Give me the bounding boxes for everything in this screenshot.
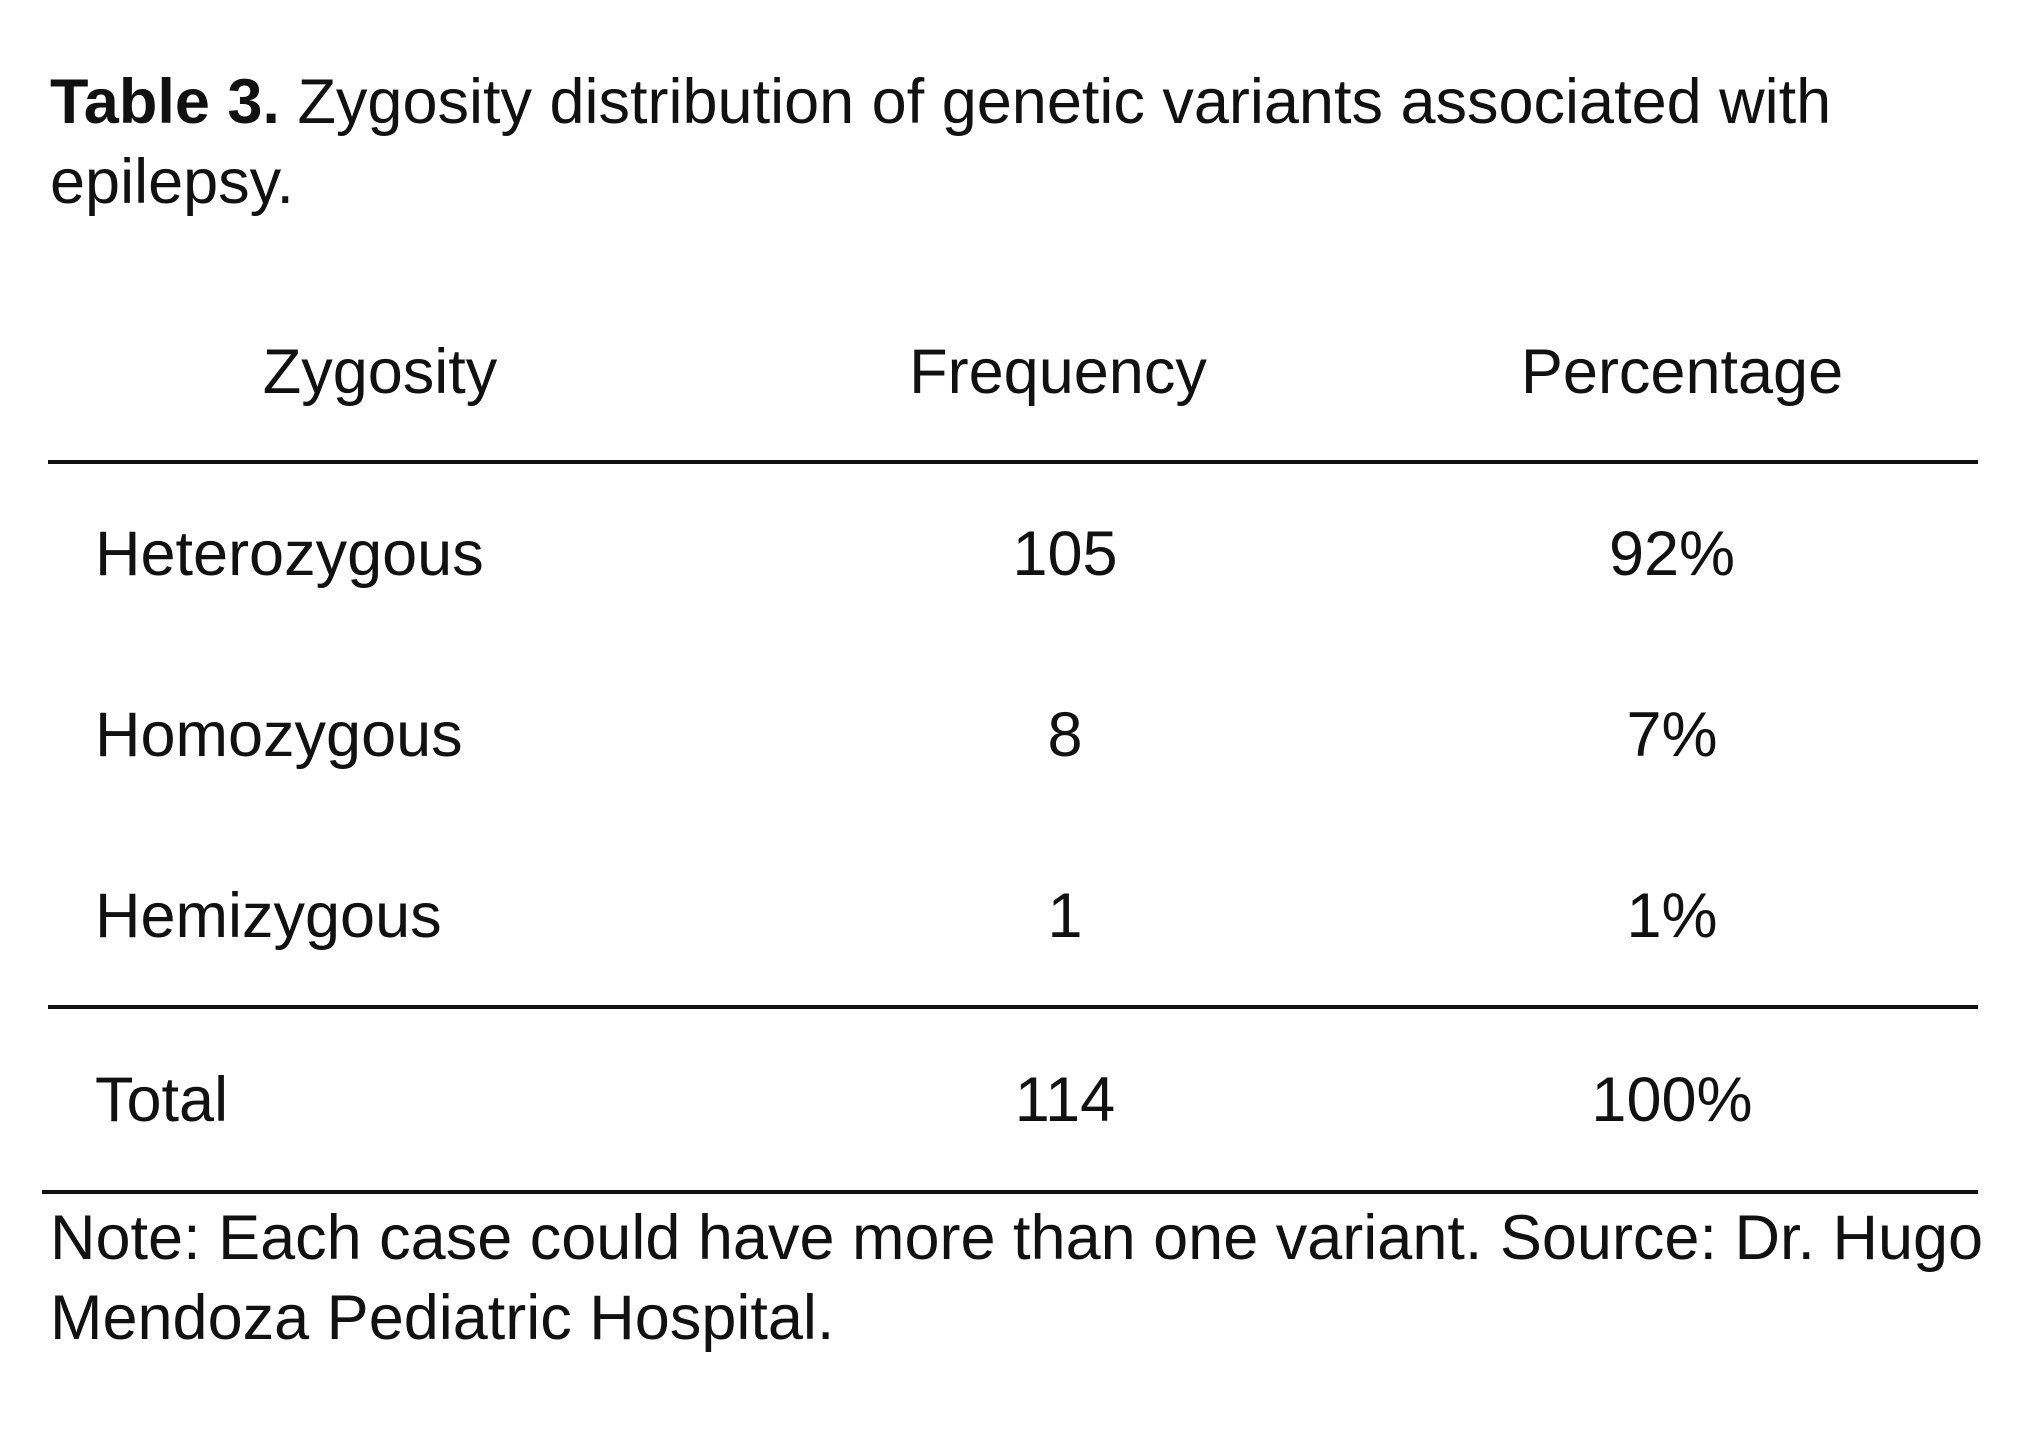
column-header-frequency: Frequency <box>909 337 1207 407</box>
table-total-label: Total <box>95 1065 229 1135</box>
table-total-frequency: 114 <box>1014 1065 1116 1135</box>
table-caption: Table 3. Zygosity distribution of geneti… <box>50 62 1980 222</box>
table-cell-percentage: 1% <box>1626 881 1718 951</box>
table-cell-frequency: 105 <box>1012 519 1118 589</box>
total-divider <box>48 1005 1978 1009</box>
table-cell-zygosity: Homozygous <box>95 700 463 770</box>
table-note: Note: Each case could have more than one… <box>50 1203 1984 1353</box>
table-total-percentage: 100% <box>1591 1065 1753 1135</box>
column-header-percentage: Percentage <box>1520 337 1844 407</box>
table-cell-frequency: 1 <box>1047 881 1083 951</box>
table-cell-frequency: 8 <box>1047 700 1083 770</box>
table-bottom-rule <box>42 1190 1978 1194</box>
header-divider <box>48 460 1978 464</box>
table-cell-zygosity: Hemizygous <box>95 881 442 951</box>
table-cell-percentage: 7% <box>1626 700 1718 770</box>
column-header-zygosity: Zygosity <box>262 337 498 407</box>
table-caption-text: Zygosity distribution of genetic variant… <box>50 67 1832 217</box>
table-cell-zygosity: Heterozygous <box>95 519 484 589</box>
table-caption-label: Table 3. <box>50 67 280 137</box>
table-cell-percentage: 92% <box>1608 519 1736 589</box>
